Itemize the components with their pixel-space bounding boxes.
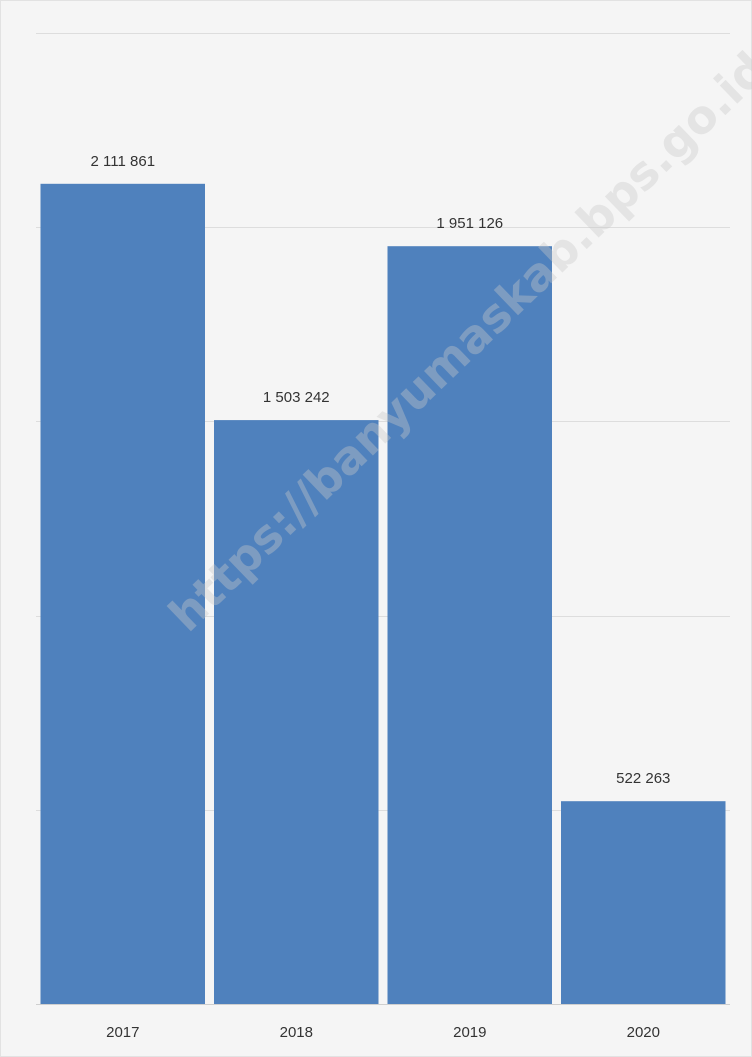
bar-2019 bbox=[387, 246, 552, 1004]
bars bbox=[40, 183, 726, 1005]
data-labels: 2 111 861 1 503 242 1 951 126 522 263 bbox=[91, 153, 671, 787]
x-tick-label-2020: 2020 bbox=[627, 1024, 660, 1041]
x-tick-label-2019: 2019 bbox=[453, 1024, 486, 1041]
bar-2017 bbox=[40, 183, 205, 1005]
bar-2018 bbox=[214, 420, 379, 1005]
bar-2020 bbox=[561, 801, 726, 1004]
x-tick-label-2017: 2017 bbox=[106, 1024, 139, 1041]
x-tick-label-2018: 2018 bbox=[280, 1024, 313, 1041]
data-label-2020: 522 263 bbox=[616, 770, 670, 787]
x-axis-ticks: 2017 2018 2019 2020 bbox=[106, 1024, 660, 1041]
data-label-2017: 2 111 861 bbox=[91, 153, 156, 170]
data-label-2018: 1 503 242 bbox=[263, 389, 330, 406]
data-label-2019: 1 951 126 bbox=[436, 215, 503, 232]
